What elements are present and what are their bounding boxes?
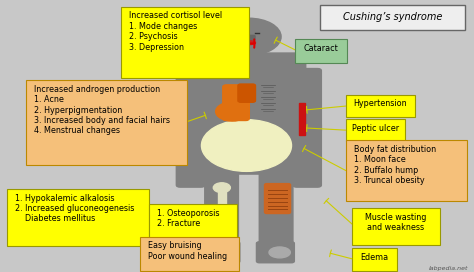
FancyBboxPatch shape xyxy=(26,80,187,165)
Ellipse shape xyxy=(269,247,290,258)
Circle shape xyxy=(217,18,281,55)
Circle shape xyxy=(213,183,230,193)
Text: Easy bruising
Poor wound healing: Easy bruising Poor wound healing xyxy=(148,241,227,261)
FancyBboxPatch shape xyxy=(176,69,207,133)
FancyBboxPatch shape xyxy=(256,242,294,263)
FancyBboxPatch shape xyxy=(7,189,149,246)
FancyBboxPatch shape xyxy=(204,68,294,133)
Text: 1. Osteoporosis
2. Fracture: 1. Osteoporosis 2. Fracture xyxy=(157,209,220,228)
Text: Cushing’s syndrome: Cushing’s syndrome xyxy=(343,13,442,22)
Text: Increased cortisol level
1. Mode changes
2. Psychosis
3. Depression: Increased cortisol level 1. Mode changes… xyxy=(129,11,222,52)
FancyBboxPatch shape xyxy=(352,248,397,271)
FancyBboxPatch shape xyxy=(275,125,308,174)
FancyBboxPatch shape xyxy=(190,125,223,174)
FancyBboxPatch shape xyxy=(202,242,240,263)
Circle shape xyxy=(216,102,249,121)
FancyBboxPatch shape xyxy=(320,5,465,30)
FancyBboxPatch shape xyxy=(140,237,239,271)
FancyBboxPatch shape xyxy=(121,7,249,78)
FancyBboxPatch shape xyxy=(293,123,321,187)
Text: Peptic ulcer: Peptic ulcer xyxy=(352,124,399,133)
FancyBboxPatch shape xyxy=(243,35,255,40)
Ellipse shape xyxy=(214,222,229,237)
FancyBboxPatch shape xyxy=(240,52,257,58)
FancyBboxPatch shape xyxy=(291,69,321,133)
Text: Increased androgen production
1. Acne
2. Hyperpigmentation
3. Increased body and: Increased androgen production 1. Acne 2.… xyxy=(34,85,170,135)
Polygon shape xyxy=(199,131,299,174)
FancyBboxPatch shape xyxy=(346,95,415,117)
FancyBboxPatch shape xyxy=(149,204,237,246)
FancyBboxPatch shape xyxy=(176,123,205,187)
FancyBboxPatch shape xyxy=(218,188,226,223)
FancyBboxPatch shape xyxy=(259,169,293,247)
FancyBboxPatch shape xyxy=(352,208,440,245)
Text: Edema: Edema xyxy=(361,253,389,262)
Text: labpedia.net: labpedia.net xyxy=(429,266,468,271)
FancyBboxPatch shape xyxy=(192,53,306,79)
Circle shape xyxy=(213,218,230,228)
FancyBboxPatch shape xyxy=(299,103,305,135)
FancyBboxPatch shape xyxy=(205,169,238,247)
FancyBboxPatch shape xyxy=(264,184,291,214)
FancyBboxPatch shape xyxy=(346,119,405,141)
FancyBboxPatch shape xyxy=(238,84,255,102)
Ellipse shape xyxy=(242,41,255,45)
Text: 1. Hypokalemic alkalosis
2. Increased gluconeogenesis
    Diabetes mellitus: 1. Hypokalemic alkalosis 2. Increased gl… xyxy=(15,194,135,224)
FancyBboxPatch shape xyxy=(295,39,347,63)
FancyBboxPatch shape xyxy=(223,85,249,120)
Text: Body fat distribution
1. Moon face
2. Buffalo hump
3. Truncal obesity: Body fat distribution 1. Moon face 2. Bu… xyxy=(354,145,436,185)
FancyBboxPatch shape xyxy=(346,140,467,201)
Text: Muscle wasting
and weakness: Muscle wasting and weakness xyxy=(365,213,427,232)
Circle shape xyxy=(201,120,292,171)
Text: Hypertension: Hypertension xyxy=(354,99,407,108)
Text: Cataract: Cataract xyxy=(304,44,339,53)
